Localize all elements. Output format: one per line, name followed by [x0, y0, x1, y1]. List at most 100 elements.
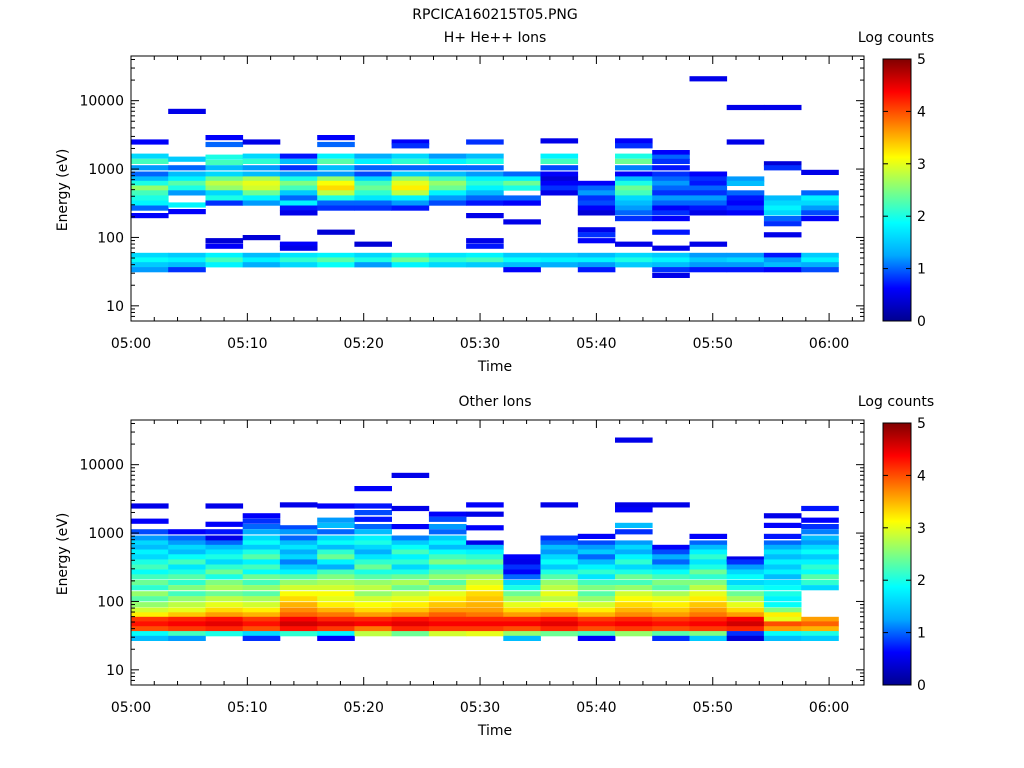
heatmap-cell	[726, 574, 765, 580]
heatmap-cell	[168, 108, 206, 114]
heatmap-cell	[428, 185, 467, 191]
heatmap-cell	[242, 535, 281, 541]
heatmap-cell	[428, 616, 467, 622]
heatmap-cell	[689, 591, 728, 597]
heatmap-cell	[391, 200, 430, 206]
heatmap-cell	[466, 544, 504, 550]
heatmap-cell	[354, 176, 392, 182]
heatmap-cell	[354, 591, 392, 597]
heatmap-cell	[279, 525, 318, 531]
heatmap-cell	[466, 180, 504, 186]
heatmap-cell	[279, 626, 318, 632]
heatmap-cell	[652, 574, 690, 580]
heatmap-cell	[689, 549, 728, 555]
heatmap-cell	[131, 267, 169, 273]
heatmap-cell	[577, 596, 616, 602]
heatmap-cell	[652, 591, 690, 597]
heatmap-cell	[503, 616, 541, 622]
heatmap-cell	[317, 165, 355, 171]
heatmap-cell	[317, 517, 355, 523]
colorbar-tick-label: 0	[917, 678, 926, 694]
heatmap-cell	[726, 559, 765, 565]
heatmap-cell	[168, 544, 206, 550]
heatmap-cell	[577, 564, 616, 570]
heatmap-cell	[466, 554, 504, 560]
heatmap-cell	[540, 180, 579, 186]
heatmap-cell	[205, 238, 244, 244]
heatmap-cell	[279, 252, 318, 258]
heatmap-cell	[503, 602, 541, 608]
heatmap-cell	[689, 544, 728, 550]
heatmap-cell	[354, 535, 392, 541]
heatmap-cell	[540, 621, 579, 627]
heatmap-cell	[763, 621, 802, 627]
heatmap-cell	[577, 574, 616, 580]
heatmap-cell	[801, 549, 839, 555]
heatmap-cell	[428, 516, 467, 522]
heatmap-cell	[652, 180, 690, 186]
heatmap-cell	[131, 602, 169, 608]
heatmap-cell	[242, 176, 281, 182]
heatmap-cell	[205, 503, 244, 509]
heatmap-cell	[428, 540, 467, 546]
heatmap-cell	[279, 176, 318, 182]
heatmap-cell	[428, 153, 467, 159]
heatmap-cell	[279, 569, 318, 575]
heatmap-cell	[317, 180, 355, 186]
x-tick-label: 05:50	[693, 700, 733, 716]
heatmap-cell	[801, 574, 839, 580]
heatmap-cell	[354, 516, 392, 522]
heatmap-cell	[317, 602, 355, 608]
heatmap-cell	[242, 513, 281, 519]
heatmap-cell	[317, 626, 355, 632]
heatmap-cell	[577, 602, 616, 608]
heatmap-cell	[168, 631, 206, 637]
heatmap-cell	[391, 607, 430, 613]
heatmap-cell	[354, 262, 392, 268]
heatmap-cell	[726, 257, 765, 263]
heatmap-cell	[242, 554, 281, 560]
y-tick-label: 10	[106, 663, 124, 679]
heatmap-cell	[242, 195, 281, 201]
heatmap-cell	[466, 252, 504, 258]
heatmap-cell	[726, 585, 765, 591]
heatmap-cell	[279, 165, 318, 171]
heatmap-cell	[540, 165, 579, 171]
heatmap-cell	[689, 171, 728, 177]
heatmap-cell	[391, 171, 430, 177]
heatmap-cell	[168, 529, 206, 535]
heatmap-cell	[540, 602, 579, 608]
heatmap-cell	[801, 631, 839, 637]
heatmap-cell	[131, 185, 169, 191]
heatmap-cell	[317, 559, 355, 565]
heatmap-cell	[801, 216, 839, 222]
x-tick-label: 05:10	[227, 700, 267, 716]
heatmap-cell	[615, 616, 653, 622]
heatmap-cell	[391, 505, 430, 512]
y-axis-label: Energy (eV)	[55, 149, 71, 232]
heatmap-cell	[205, 540, 244, 546]
heatmap-cell	[577, 200, 616, 206]
heatmap-cell	[577, 585, 616, 591]
heatmap-cell	[279, 607, 318, 613]
heatmap-cell	[168, 574, 206, 580]
heatmap-cell	[577, 205, 616, 211]
heatmap-cell	[391, 190, 430, 196]
heatmap-cell	[615, 621, 653, 627]
colorbar-tick-label: 1	[917, 626, 926, 642]
heatmap-cell	[577, 591, 616, 597]
heatmap-cell	[763, 607, 802, 613]
heatmap-cell	[652, 195, 690, 201]
heatmap-cell	[652, 154, 690, 160]
heatmap-cell	[689, 262, 728, 268]
heatmap-cell	[354, 596, 392, 602]
heatmap-cell	[652, 635, 690, 641]
heatmap-cell	[428, 262, 467, 268]
heatmap-cell	[168, 180, 206, 186]
heatmap-cell	[466, 502, 504, 508]
heatmap-cell	[242, 574, 281, 580]
heatmap-cell	[615, 569, 653, 575]
heatmap-cell	[354, 510, 392, 516]
heatmap-cell	[652, 564, 690, 570]
heatmap-cell	[466, 580, 504, 586]
